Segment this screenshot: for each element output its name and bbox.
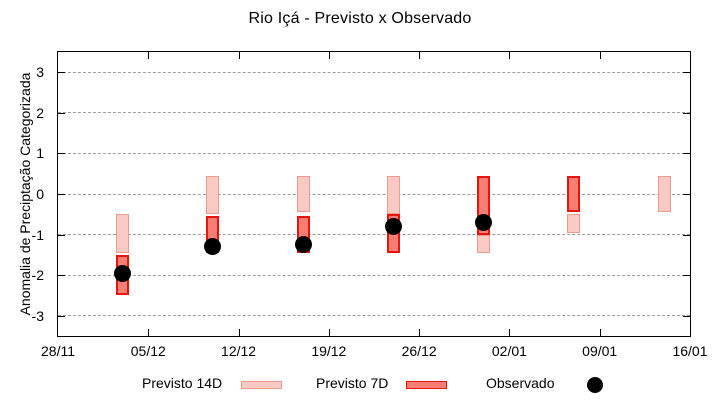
y-tick-right (683, 315, 690, 317)
chart-title: Rio Içá - Previsto x Observado (248, 10, 472, 27)
legend-swatch-previsto-7d-icon (406, 381, 447, 389)
legend-observado-dot-icon (587, 377, 603, 393)
y-gridline (58, 71, 690, 73)
previsto-14d-bar (477, 234, 491, 253)
previsto-7d-bar (567, 175, 581, 213)
x-tick-label: 05/12 (130, 343, 166, 359)
y-tick-label: -2 (31, 267, 44, 284)
plot-area (57, 51, 691, 337)
x-tick-label: 16/01 (672, 343, 708, 359)
y-tick-right (683, 194, 690, 195)
y-tick-right (683, 275, 690, 277)
y-tick-left (58, 153, 65, 155)
y-tick-left (58, 194, 65, 195)
y-gridline (58, 112, 690, 114)
x-tick-label: 02/01 (491, 343, 527, 359)
y-tick-left (58, 234, 65, 236)
x-tick-bottom (599, 329, 601, 336)
y-tick-right (683, 234, 690, 236)
y-gridline (58, 274, 690, 276)
observado-dot (384, 217, 402, 235)
previsto-14d-bar (206, 175, 220, 215)
x-tick-top (328, 52, 330, 59)
x-tick-top (238, 52, 240, 59)
x-tick-label: 28/11 (41, 343, 75, 359)
y-tick-label: -1 (31, 226, 44, 243)
observado-dot (204, 238, 222, 256)
y-tick-right (683, 153, 690, 155)
x-tick-top (148, 52, 150, 59)
x-tick-bottom (328, 329, 330, 336)
y-gridline (58, 234, 690, 236)
previsto-14d-bar (296, 175, 310, 213)
y-gridline (58, 152, 690, 154)
previsto-14d-bar (386, 175, 400, 215)
legend-label-observado: Observado (486, 375, 555, 391)
observado-dot (294, 236, 312, 254)
x-tick-label: 26/12 (401, 343, 437, 359)
y-tick-label: 0 (36, 186, 44, 202)
y-tick-label: 1 (36, 145, 44, 162)
x-tick-bottom (238, 329, 240, 336)
observado-dot (113, 264, 131, 282)
y-tick-left (58, 112, 65, 114)
y-tick-right (683, 72, 690, 74)
y-gridline (58, 315, 690, 317)
legend-label-previsto-7d: Previsto 7D (316, 375, 389, 391)
x-tick-label: 19/12 (311, 343, 347, 359)
legend-label-previsto-14d: Previsto 14D (142, 375, 223, 391)
x-tick-top (509, 52, 511, 59)
x-tick-bottom (148, 329, 150, 336)
x-tick-label: 12/12 (221, 343, 257, 359)
legend-swatch-previsto-14d-icon (241, 381, 282, 389)
previsto-14d-bar (567, 214, 581, 233)
y-gridline (58, 193, 690, 195)
y-tick-left (58, 275, 65, 277)
y-tick-right (683, 112, 690, 114)
x-tick-top (419, 52, 421, 59)
y-tick-left (58, 315, 65, 317)
y-tick-label: 3 (36, 64, 44, 81)
y-tick-left (58, 72, 65, 74)
x-tick-bottom (509, 329, 511, 336)
x-tick-label: 09/01 (582, 343, 618, 359)
previsto-14d-bar (657, 175, 671, 213)
x-tick-bottom (419, 329, 421, 336)
previsto-14d-bar (115, 214, 129, 253)
x-tick-top (599, 52, 601, 59)
observado-dot (475, 213, 493, 231)
y-tick-label: 2 (36, 104, 44, 121)
y-tick-label: -3 (31, 307, 44, 324)
